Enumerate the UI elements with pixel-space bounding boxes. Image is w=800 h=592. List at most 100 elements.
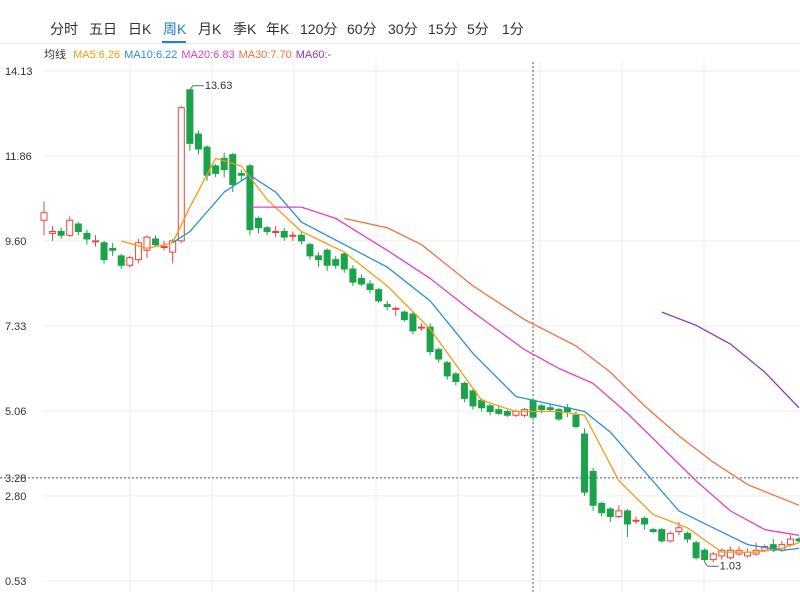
tab-4[interactable]: 月K [198,21,222,37]
candle-body [357,277,365,285]
candle-body [718,549,726,557]
candle-body [701,549,709,561]
candle-body [649,529,657,532]
tab-7[interactable]: 120分 [300,21,338,37]
min-pointer [704,561,719,567]
y-tick-label: 3.28 [5,473,26,485]
candle-body [332,259,340,266]
tab-0[interactable]: 分时 [50,21,78,37]
candle-body [520,409,528,416]
candle-body [409,313,417,332]
candle-body [74,223,82,232]
tab-2[interactable]: 日K [128,21,152,37]
candle-body [152,238,160,246]
candle-body [786,538,794,546]
candle-body [280,231,288,238]
tab-11[interactable]: 5分 [467,21,489,37]
candle-body [66,219,74,236]
candle-body [486,405,494,412]
candle-body [340,253,348,270]
ma-legend-item: MA60:- [295,49,332,61]
candle-body [495,409,503,414]
candle-body [503,411,511,416]
candle-body [606,508,614,517]
candle-body [160,246,168,248]
candle-body [100,242,108,261]
candle-body [709,553,717,561]
candle-body [143,236,151,251]
period-tab-bar: 分时 五日 日K 周K 月K 季K 年K 120分 60分 30分 15分 5分 1分 [0,0,800,44]
min-price-label: 1.03 [720,560,741,572]
candle-body [375,289,383,302]
candle-body [117,255,125,266]
candle-body [426,326,434,352]
kline-chart[interactable]: 14.13 11.86 9.60 7.33 5.06 3.28 2.80 0.53 13.63 1… [0,62,800,592]
candle-body [435,349,443,360]
candle-body [675,527,683,532]
candle-body [83,232,91,240]
candle-body [383,304,391,307]
candle-body [315,255,323,261]
ma-legend: 均线 MA5:6.26 MA10:6.22 MA20:6.83 MA30:7.70 MA… [44,46,339,62]
candle-body [598,502,606,514]
tab-9[interactable]: 30分 [388,21,418,37]
candle-body [460,382,468,399]
y-tick-label: 0.53 [5,576,26,588]
candle-body [555,409,563,420]
candle-body [49,231,57,234]
candle-body [57,231,65,236]
candle-body [263,227,271,232]
tab-3[interactable]: 周K [163,21,187,37]
candle-body [237,172,245,176]
candle-body [581,433,589,493]
candle-body [177,107,185,242]
tab-6[interactable]: 年K [266,21,290,37]
y-tick-label: 14.13 [5,66,33,78]
ma-legend-item: MA30:7.70 [238,49,292,61]
candle-body [194,133,202,150]
candle-body [666,532,674,542]
candle-body [109,247,117,251]
tab-8[interactable]: 60分 [347,21,377,37]
kline-svg[interactable]: 14.13 11.86 9.60 7.33 5.06 3.28 2.80 0.53 13.63 1… [0,62,800,592]
max-price-label: 13.63 [205,80,233,92]
candle-body [169,240,177,253]
candle-body [418,326,426,329]
candle-body [134,242,142,261]
candle-body [452,373,460,382]
tab-5[interactable]: 季K [233,21,257,37]
candle-body [589,471,597,506]
candle-body [692,542,700,559]
candle-body [246,165,254,231]
y-tick-label: 2.80 [5,491,26,503]
candle-body [126,257,134,266]
candle-body [658,529,666,542]
candle-body [349,268,357,283]
candle-body [538,405,546,411]
tab-1[interactable]: 五日 [89,21,117,37]
candle-body [272,231,280,233]
ma-line-ma30 [344,217,800,506]
ma-line-ma60 [661,311,800,409]
candle-body [546,407,554,411]
ma-line-ma20 [249,206,800,536]
candle-body [641,517,649,525]
ma-legend-item: MA20:6.83 [181,49,235,61]
ma-legend-item: MA10:6.22 [124,49,178,61]
candle-body [529,399,537,418]
tab-10[interactable]: 15分 [428,21,458,37]
y-tick-label: 9.60 [5,236,26,248]
candle-body [795,538,800,542]
candle-body [572,414,580,427]
candle-body [632,519,640,522]
candle-body [289,234,297,237]
candle-body [684,532,691,540]
candle-body [323,249,331,266]
active-tab-underline [162,41,186,43]
candle-body [623,510,631,525]
candle-body [229,154,237,186]
ma-line-ma10 [172,174,800,551]
candle-body [40,212,48,221]
tab-bar-divider [0,43,800,44]
tab-12[interactable]: 1分 [502,21,524,37]
